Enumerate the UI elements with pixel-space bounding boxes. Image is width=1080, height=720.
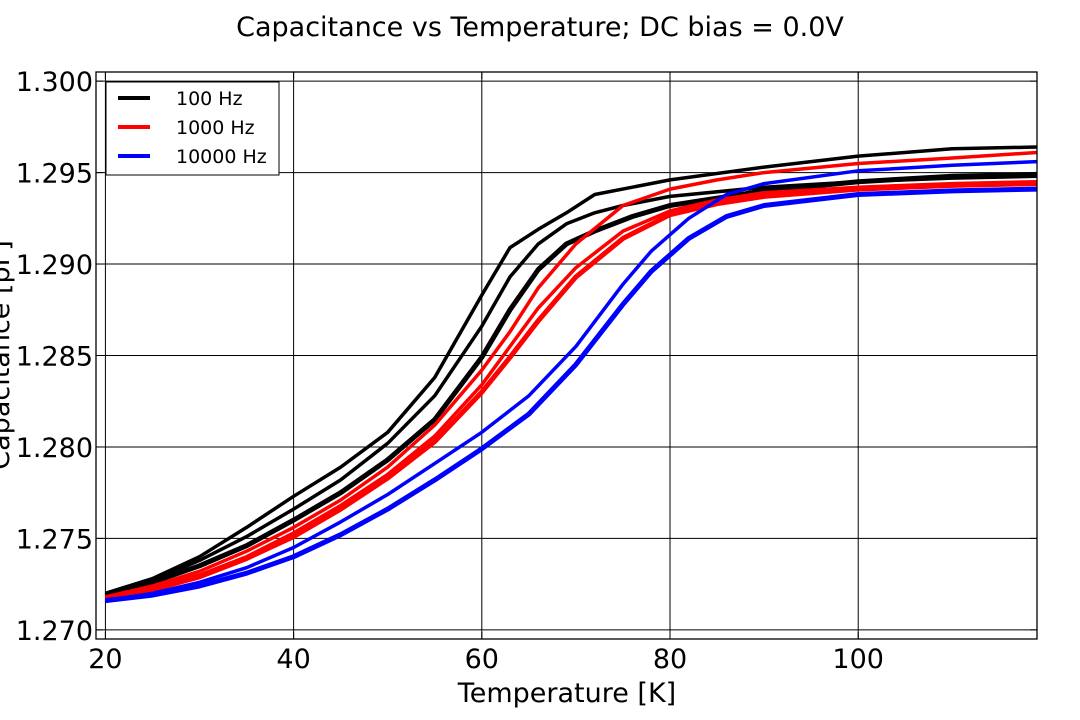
y-tick-label: 1.300: [16, 67, 93, 98]
x-tick-label: 80: [653, 644, 687, 675]
y-tick-label: 1.275: [16, 524, 93, 555]
axis-ticks: 20 40 60 80 100 1.270 1.275 1.280 1.285 1.290 1.29…: [16, 67, 1037, 675]
series-line-10000hz: [105, 159, 1038, 603]
x-tick-label: 40: [276, 644, 310, 675]
series-line-1000hz: [105, 150, 1038, 599]
y-tick-label: 1.290: [16, 250, 93, 281]
chart-title: Capacitance vs Temperature; DC bias = 0.…: [236, 12, 844, 43]
y-axis-label: Capacitance [pF]: [0, 240, 16, 469]
y-tick-label: 1.295: [16, 159, 93, 190]
legend-label-100hz: 100 Hz: [176, 88, 243, 110]
series-line-1000hz: [104, 181, 1038, 602]
x-tick-label: 20: [88, 644, 122, 675]
x-tick-label: 60: [465, 644, 499, 675]
series-line-10000hz: [105, 186, 1038, 604]
x-tick-label: 100: [832, 644, 884, 675]
series-line-100hz: [104, 174, 1038, 597]
y-tick-label: 1.270: [16, 616, 93, 647]
legend: 100 Hz 1000 Hz 10000 Hz: [105, 81, 280, 176]
series-group: [104, 145, 1038, 604]
series-line-100hz: [104, 171, 1038, 598]
legend-label-10000hz: 10000 Hz: [176, 146, 267, 168]
y-tick-label: 1.280: [16, 433, 93, 464]
grid: [96, 72, 1037, 639]
y-tick-label: 1.285: [16, 342, 93, 373]
series-line-100hz: [104, 145, 1038, 595]
x-axis-label: Temperature [K]: [457, 678, 676, 709]
legend-label-1000hz: 1000 Hz: [176, 117, 255, 139]
